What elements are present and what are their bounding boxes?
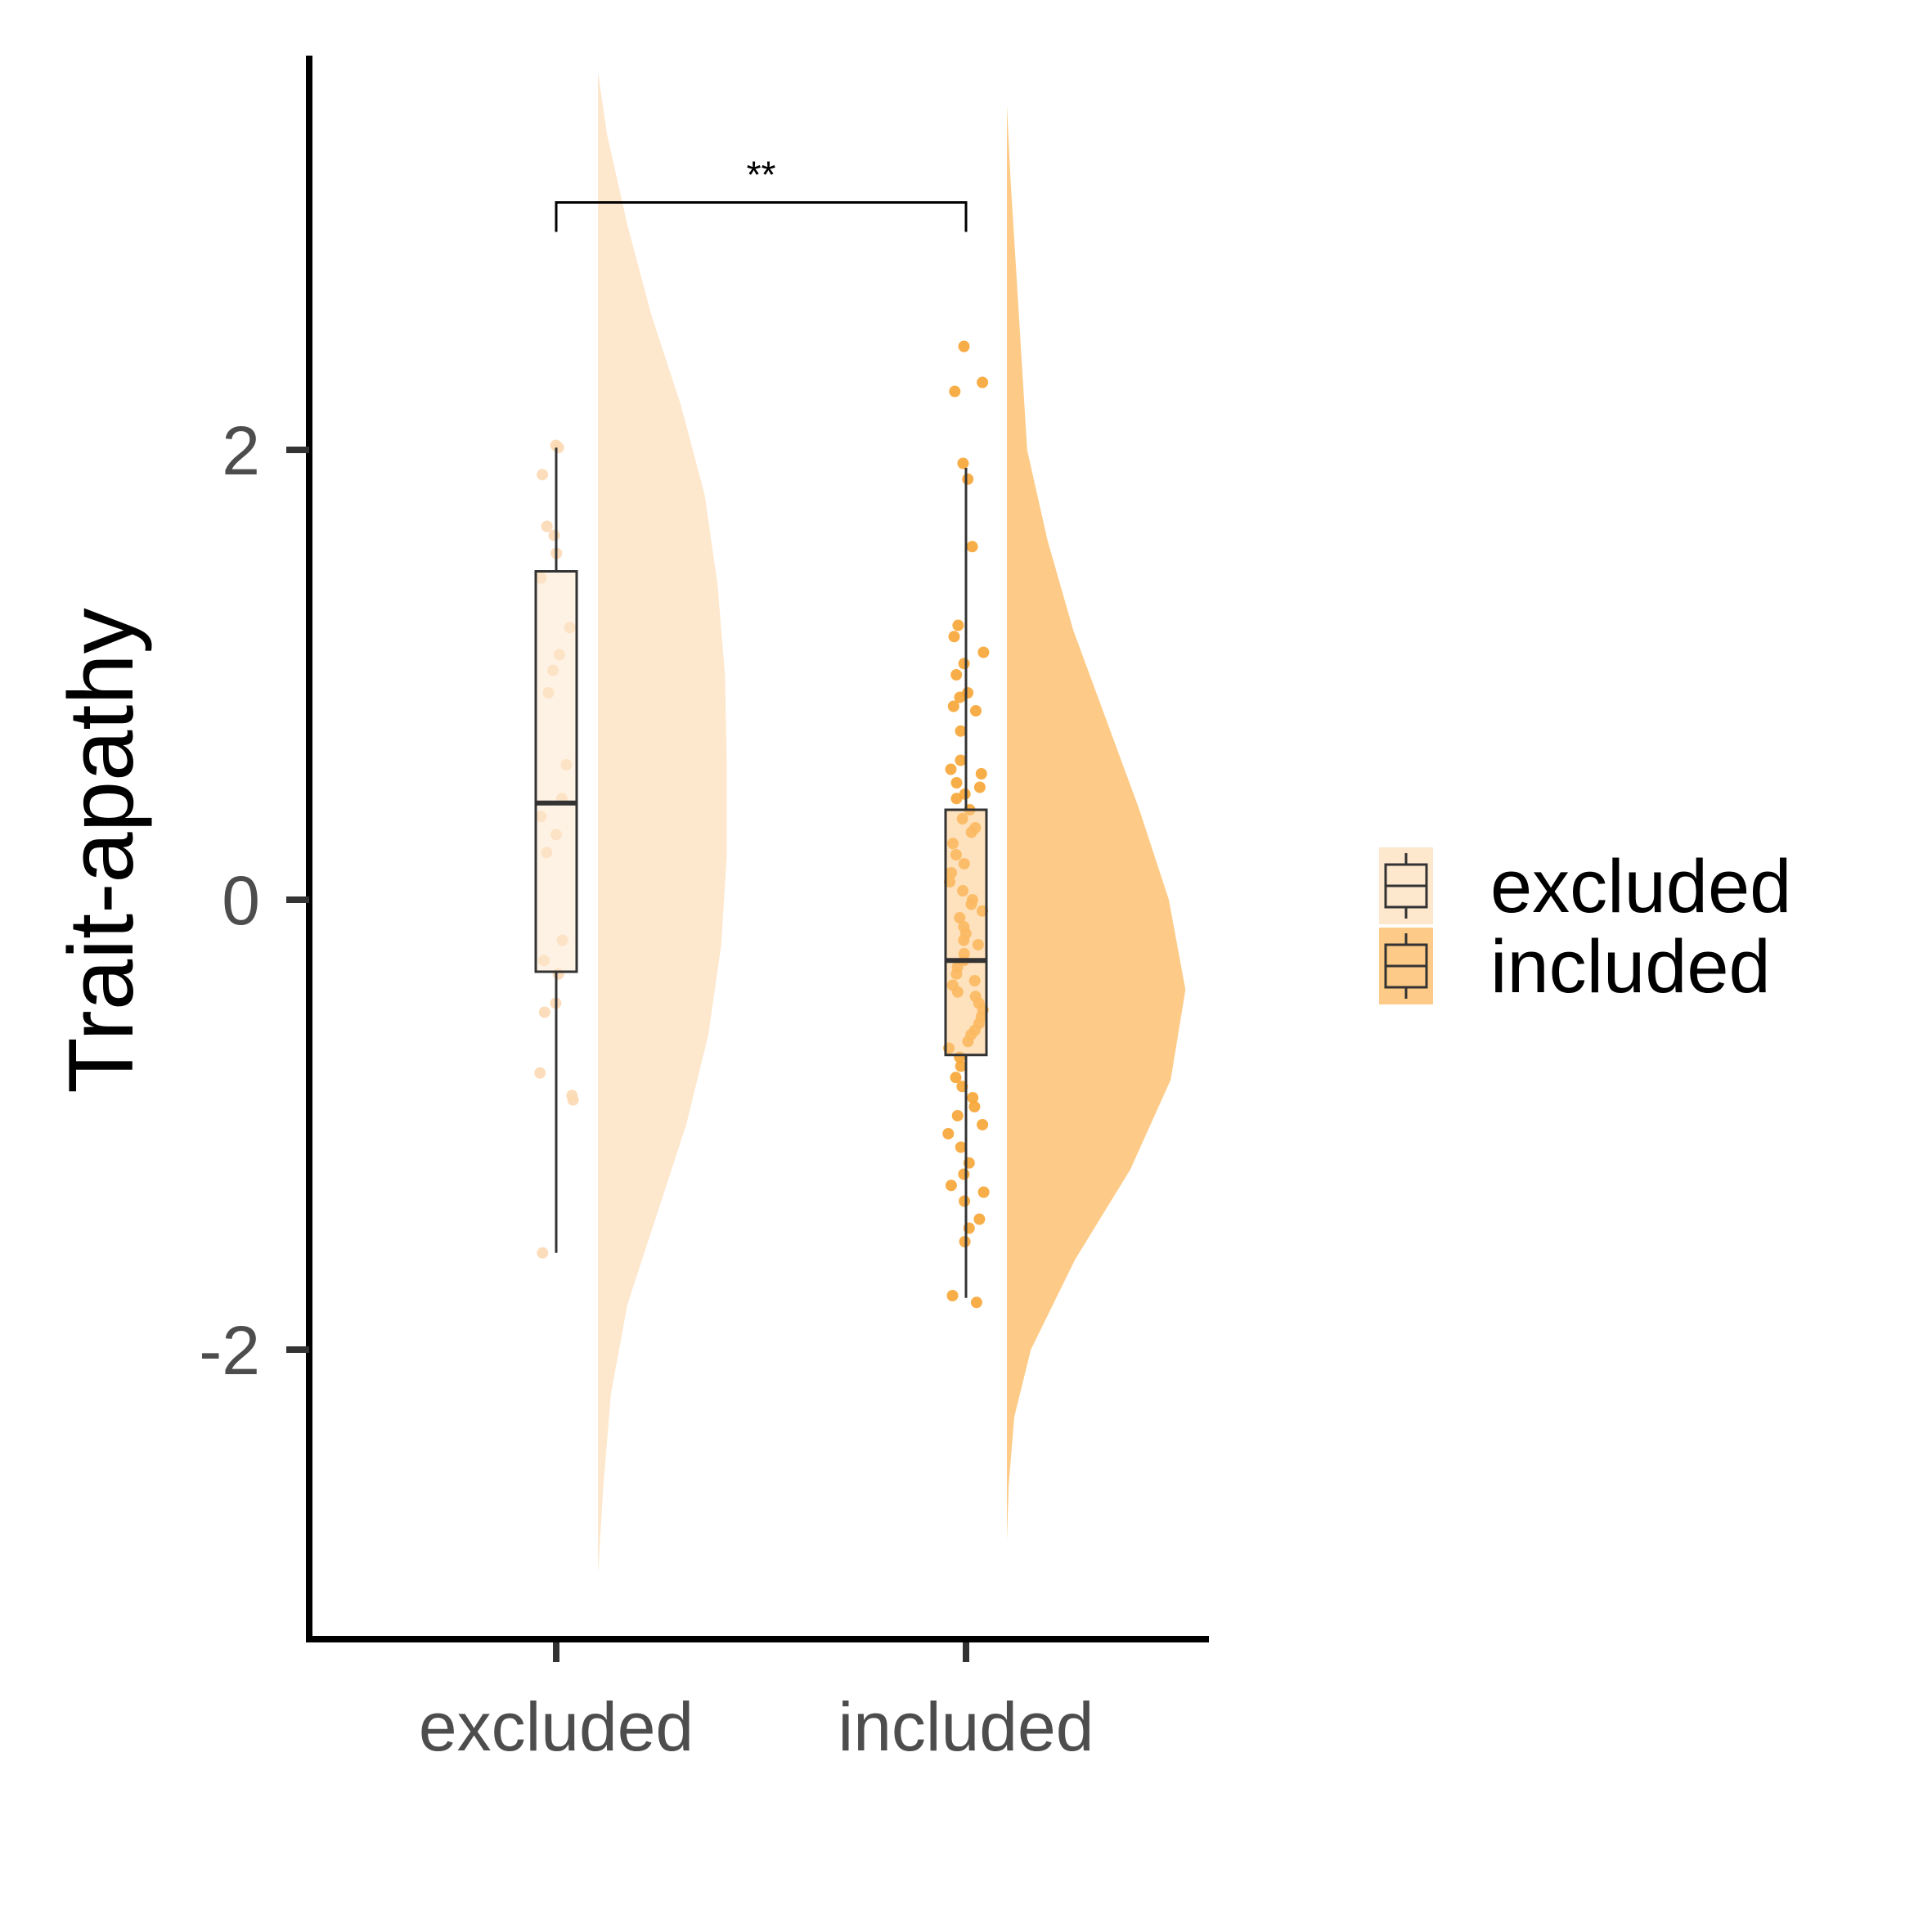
significance-bracket [555, 201, 968, 232]
data-point-included [955, 1060, 967, 1072]
data-point-included [970, 1296, 982, 1309]
data-point-excluded [541, 520, 553, 532]
data-point-included [955, 754, 967, 766]
data-point-included [951, 1110, 964, 1121]
data-point-included [950, 669, 963, 681]
data-point-excluded [567, 1094, 579, 1106]
ticks-layer: excluded included 2 0 -2 [199, 412, 1094, 1765]
y-axis-title: Trait-apathy [50, 608, 152, 1093]
data-point-included [948, 631, 960, 643]
data-point-excluded [538, 1006, 550, 1018]
data-point-included [957, 457, 969, 470]
significance-layer: ** [555, 154, 968, 232]
data-point-included [954, 691, 966, 703]
data-point-included [955, 725, 967, 737]
data-point-excluded [552, 442, 564, 454]
data-point-included [959, 1195, 971, 1207]
data-point-included [977, 1186, 990, 1198]
density-layer [598, 72, 1186, 1575]
x-tick-label-excluded: excluded [419, 1688, 694, 1765]
data-point-excluded [537, 469, 549, 481]
data-point-included [947, 700, 959, 712]
data-point-included [977, 646, 990, 658]
data-point-included [977, 376, 989, 389]
data-point-included [977, 1119, 989, 1130]
data-point-included [946, 1290, 959, 1301]
x-tick-label-included: included [838, 1688, 1094, 1765]
data-point-excluded [534, 1067, 546, 1079]
data-point-included [958, 658, 970, 670]
density-cloud-excluded [598, 72, 727, 1575]
data-point-included [970, 705, 982, 717]
y-tick-label: -2 [199, 1312, 260, 1389]
data-point-included [967, 1092, 979, 1103]
boxplot-layer [534, 447, 988, 1298]
significance-label: ** [747, 154, 776, 196]
data-point-included [968, 1101, 981, 1112]
data-point-included [973, 781, 986, 793]
legend-label-excluded: excluded [1490, 845, 1791, 928]
data-point-included [942, 1128, 955, 1139]
box-included [944, 808, 988, 1057]
data-point-included [949, 385, 961, 398]
data-point-included [945, 763, 957, 775]
data-point-included [950, 793, 963, 805]
data-point-included [945, 1179, 957, 1192]
data-point-included [958, 340, 970, 353]
data-point-included [958, 1168, 970, 1180]
data-point-included [955, 1141, 967, 1153]
y-tick-label: 2 [222, 412, 260, 489]
axes-layer [306, 56, 1209, 1642]
density-cloud-included [1007, 106, 1186, 1541]
data-point-included [966, 541, 978, 553]
data-point-included [962, 473, 974, 485]
data-point-included [975, 768, 987, 780]
data-point-excluded [537, 1247, 549, 1259]
legend-label-included: included [1490, 925, 1771, 1009]
data-point-included [973, 1213, 986, 1225]
data-point-included [950, 777, 963, 789]
data-point-included [952, 619, 964, 631]
box-excluded [534, 570, 578, 973]
data-point-excluded [548, 529, 560, 541]
y-tick-label: 0 [222, 862, 260, 939]
data-point-included [950, 1072, 962, 1084]
